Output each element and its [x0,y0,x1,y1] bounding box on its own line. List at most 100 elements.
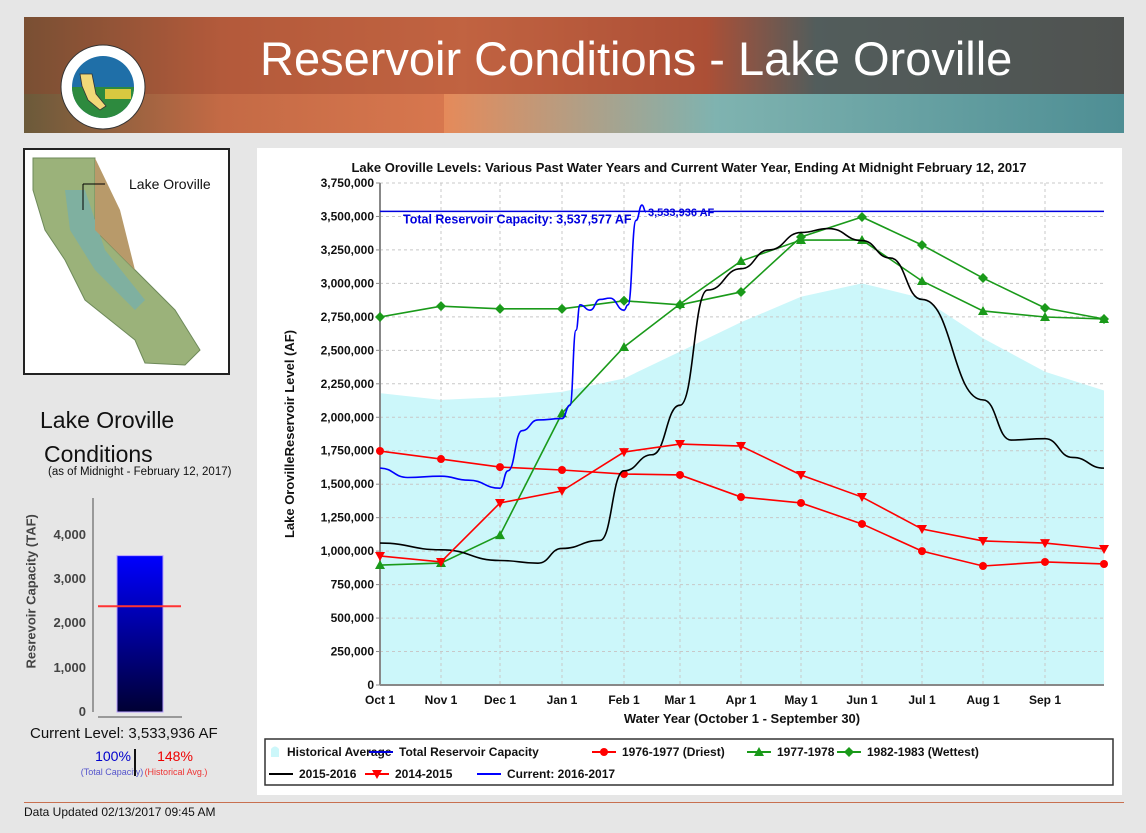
data-point [978,305,988,315]
bar-y-tick: 2,000 [53,615,86,630]
x-tick-label: Dec 1 [484,693,516,707]
legend [264,738,1114,786]
legend-item: 1976-1977 (Driest) [592,745,725,759]
data-point [978,273,988,284]
y-tick-label: 1,250,000 [321,511,375,525]
y-tick-label: 3,000,000 [321,276,375,290]
x-tick-label: May 1 [784,693,818,707]
data-point [375,551,385,561]
x-tick-label: Aug 1 [966,693,1000,707]
legend-item: 1977-1978 [747,745,835,759]
percent-historical-label: (Historical Avg.) [144,767,208,777]
x-tick-label: Sep 1 [1029,693,1061,707]
y-tick-label: 750,000 [331,578,375,592]
x-tick-label: Jul 1 [908,693,936,707]
data-point [1041,557,1049,566]
x-tick-label: Feb 1 [608,693,640,707]
x-tick-label: Oct 1 [365,693,395,707]
footer-divider [24,802,1124,803]
y-tick-label: 3,500,000 [321,209,375,223]
x-tick-label: Apr 1 [726,693,757,707]
percent-historical: 148% [157,748,193,764]
data-point [375,560,385,570]
data-point [979,561,987,570]
data-point [600,748,608,756]
y-axis-label: Lake OrovilleReservoir Level (AF) [282,330,297,538]
y-tick-label: 0 [367,678,374,692]
current-level: Current Level: 3,533,936 AF [30,725,218,742]
data-point [375,312,385,323]
california-map-image [32,157,201,366]
bar-y-tick: 0 [78,704,86,719]
data-point [736,256,746,266]
bar-y-tick: 1,000 [53,660,86,675]
bar-y-tick: 3,000 [53,571,86,586]
data-point [978,536,988,546]
x-tick-label: Jan 1 [547,693,578,707]
conditions-subtitle: (as of Midnight - February 12, 2017) [48,466,232,478]
legend-label: 2015-2016 [299,767,357,781]
legend-label: 1982-1983 (Wettest) [867,745,979,759]
data-point [858,519,866,528]
legend-item: Current: 2016-2017 [477,767,615,781]
data-point [754,747,764,756]
banner-hillside [24,17,1124,94]
data-point [675,440,685,450]
data-point [676,470,684,479]
banner: Reservoir Conditions - Lake Oroville [24,17,1124,133]
data-point [496,463,504,472]
conditions-title-line2: Conditions [44,441,153,467]
banner-title: Reservoir Conditions - Lake Oroville [260,32,1013,85]
data-point [436,301,446,312]
data-point [857,212,867,223]
y-tick-label: 2,000,000 [321,410,375,424]
percent-capacity-label: (Total Capacity) [80,767,144,777]
data-point [619,295,629,306]
legend-label: Total Reservoir Capacity [399,745,539,759]
chart-title: Lake Oroville Levels: Various Past Water… [351,160,1026,175]
legend-label: Current: 2016-2017 [507,767,615,781]
data-point [857,235,867,245]
data-point [619,341,629,351]
percent-capacity: 100% [95,748,131,764]
data-point [797,498,805,507]
conditions-title-line1: Lake Oroville [40,407,175,433]
data-point [1100,559,1108,568]
reservoir-levels-chart: Lake Oroville Levels: Various Past Water… [264,160,1114,786]
series-line-current-2016-2017 [379,204,647,490]
level-bar-chart [92,498,182,718]
data-point [1040,303,1050,314]
legend-item: 2015-2016 [269,767,357,781]
bar-y-tick: 4,000 [53,527,86,542]
chart-panel: Lake Oroville Levels: Various Past Water… [257,148,1122,795]
y-tick-label: 3,250,000 [321,243,375,257]
data-point [619,448,629,458]
data-point [558,466,566,475]
y-tick-label: 250,000 [331,645,375,659]
y-tick-label: 3,750,000 [321,176,375,190]
y-tick-label: 2,250,000 [321,377,375,391]
data-point [1040,312,1050,322]
x-axis-label: Water Year (October 1 - September 30) [624,711,860,726]
legend-item: 2014-2015 [365,767,453,781]
data-point [1040,539,1050,549]
dwr-seal-logo [60,44,146,130]
data-point [796,231,806,242]
data-point [917,525,927,535]
legend-label: 1976-1977 (Driest) [622,745,725,759]
data-point [675,299,685,310]
data-point [437,455,445,464]
y-tick-label: 2,750,000 [321,310,375,324]
y-tick-label: 1,750,000 [321,444,375,458]
x-tick-label: Mar 1 [664,693,696,707]
data-point [737,493,745,502]
legend-item: Total Reservoir Capacity [369,745,539,759]
banner-water [444,94,1124,133]
data-updated: Data Updated 02/13/2017 09:45 AM [24,805,216,819]
current-level-annotation: 3,533,936 AF [648,207,715,219]
data-point [436,557,446,567]
map-label: Lake Oroville [129,176,211,192]
legend-label: 1977-1978 [777,745,835,759]
legend-swatch [271,746,279,757]
